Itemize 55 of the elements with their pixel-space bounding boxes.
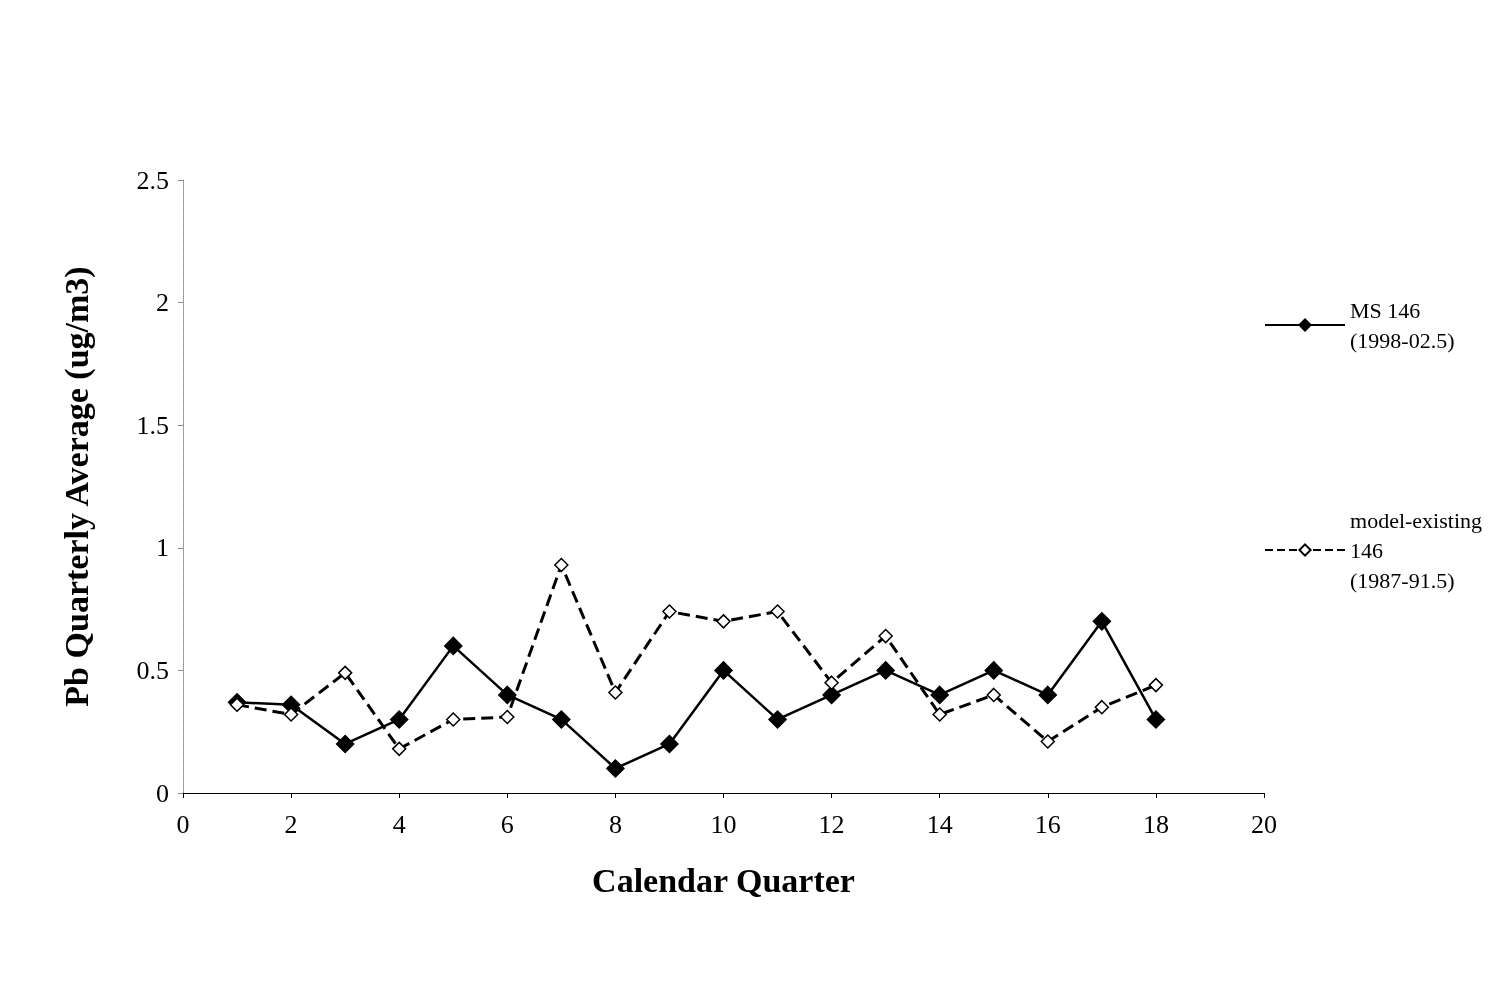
y-tick-label: 2 [156,288,169,318]
x-tick-label: 6 [500,809,514,839]
legend-label: model-existing 146 (1987-91.5) [1350,507,1483,593]
point [608,685,623,700]
point [876,661,895,680]
y-tick-label: 0.5 [136,655,169,685]
y-tick-label: 2.5 [136,165,169,195]
x-tick-label: 0 [176,809,190,839]
point [1040,734,1056,749]
y-axis-title: Pb Quarterly Average (ug/m3) [57,266,96,707]
y-tick-label: 0 [156,778,169,808]
point [716,614,731,629]
point [986,687,1001,703]
point [1148,677,1164,693]
x-tick-label: 4 [392,809,406,839]
point [878,628,893,644]
point [1094,699,1110,715]
point [1092,612,1112,631]
point [932,707,947,722]
point [229,697,245,712]
point [1146,710,1166,729]
point [389,710,409,729]
point [606,759,625,778]
x-axis-title: Calendar Quarter [592,861,855,899]
point [444,636,463,656]
x-tick-label: 8 [608,809,622,839]
point [283,707,299,722]
x-tick-label: 18 [1142,809,1169,839]
point [552,710,571,729]
point [554,557,569,573]
point [822,685,841,705]
point [498,685,517,705]
y-tick-label: 1 [156,533,169,563]
x-tick-label: 14 [926,809,953,839]
point [984,661,1003,680]
x-tick-label: 16 [1034,809,1061,839]
legend-label: MS 146 (1998-02.5) [1350,297,1455,353]
point [768,710,787,729]
point [446,712,461,727]
point [391,741,407,757]
y-tick-label: 1.5 [136,410,169,440]
point [770,604,785,619]
point [714,661,733,680]
point [930,685,949,705]
point [660,734,679,754]
point [662,604,677,619]
point [500,709,515,725]
point [1038,685,1058,705]
point [337,665,353,681]
point [824,675,839,690]
point [335,734,355,754]
x-tick-label: 12 [818,809,845,839]
x-tick-label: 10 [710,809,737,839]
x-tick-label: 20 [1251,809,1277,839]
x-tick-label: 2 [284,809,298,839]
